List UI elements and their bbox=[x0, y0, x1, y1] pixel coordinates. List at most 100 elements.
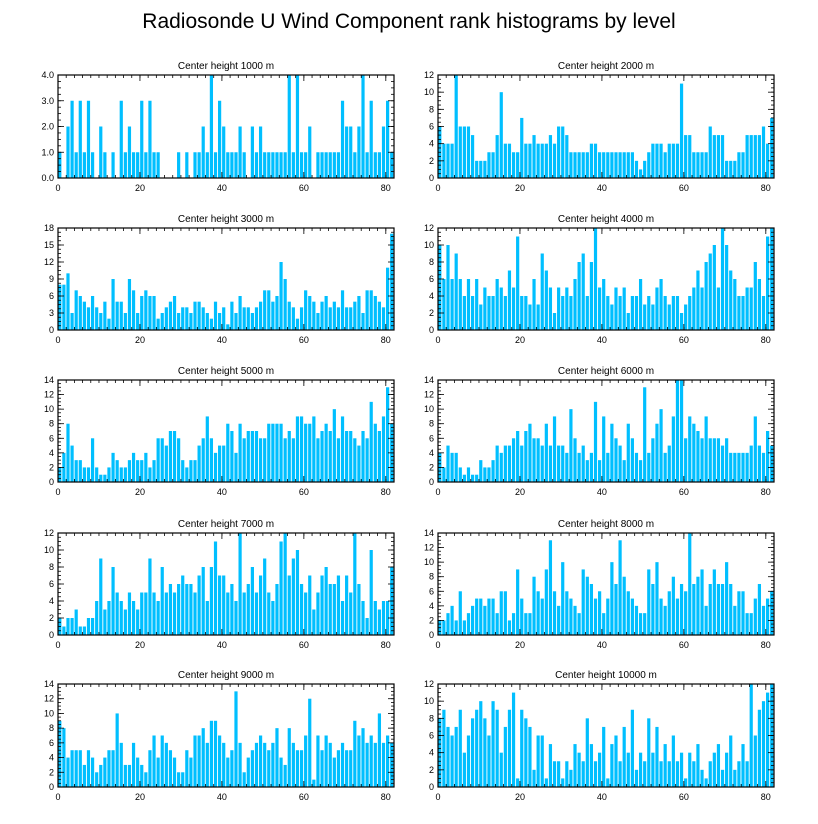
histogram-bar bbox=[516, 778, 520, 787]
histogram-bar bbox=[675, 761, 680, 787]
histogram-bar bbox=[679, 752, 684, 787]
histogram-bar bbox=[250, 126, 254, 178]
histogram-bar bbox=[263, 742, 267, 787]
x-tick-label: 60 bbox=[299, 487, 309, 497]
histogram-bar bbox=[569, 769, 573, 787]
histogram-bar bbox=[700, 152, 704, 178]
histogram-bar bbox=[675, 296, 680, 330]
x-tick-label: 0 bbox=[55, 487, 60, 497]
histogram-bar bbox=[442, 279, 446, 330]
histogram-bar bbox=[487, 735, 491, 787]
histogram-bar bbox=[361, 431, 365, 482]
histogram-bar bbox=[684, 304, 688, 330]
histogram-bar bbox=[390, 233, 394, 330]
histogram-bar bbox=[532, 769, 536, 787]
histogram-bar bbox=[299, 584, 304, 635]
histogram-bar bbox=[353, 720, 357, 787]
histogram-bar bbox=[160, 438, 164, 482]
histogram-bar bbox=[271, 601, 275, 635]
histogram-bar bbox=[565, 287, 569, 330]
histogram-bar bbox=[345, 431, 349, 482]
y-tick-label: 0 bbox=[429, 477, 434, 487]
histogram-bar bbox=[561, 562, 565, 635]
histogram-bar bbox=[761, 452, 766, 482]
histogram-bar bbox=[209, 567, 214, 635]
histogram-bar bbox=[491, 152, 495, 178]
histogram-bar bbox=[275, 296, 279, 330]
histogram-bar bbox=[279, 541, 283, 635]
y-tick-label: 10 bbox=[44, 708, 54, 718]
histogram-bar bbox=[540, 445, 544, 482]
histogram-bar bbox=[663, 152, 667, 178]
histogram-bar bbox=[552, 591, 557, 635]
histogram-bar bbox=[271, 301, 275, 330]
histogram-bar bbox=[283, 764, 287, 787]
histogram-bar bbox=[156, 438, 160, 482]
histogram-bar bbox=[766, 236, 770, 330]
histogram-bar bbox=[520, 296, 524, 330]
y-tick-label: 2.0 bbox=[41, 122, 54, 132]
histogram-bar bbox=[704, 778, 708, 787]
histogram-bar bbox=[569, 296, 573, 330]
y-tick-label: 14 bbox=[44, 375, 54, 385]
histogram-bar bbox=[458, 591, 462, 635]
histogram-bar bbox=[345, 750, 349, 787]
histogram-bar bbox=[532, 135, 536, 178]
histogram-bar bbox=[577, 262, 581, 330]
x-tick-label: 80 bbox=[761, 335, 771, 345]
histogram-bar bbox=[569, 152, 573, 178]
histogram-bar bbox=[757, 135, 762, 178]
x-tick-label: 60 bbox=[299, 335, 309, 345]
histogram-bar bbox=[267, 152, 271, 178]
histogram-bar bbox=[95, 307, 99, 330]
chart-panel-10000m: Center height 10000 m 0 20 40 60 80 0 2 4 6 8 10 12 bbox=[424, 670, 775, 802]
histogram-bar bbox=[119, 100, 123, 178]
histogram-bar bbox=[111, 567, 115, 635]
histogram-bar bbox=[263, 152, 267, 178]
histogram-bar bbox=[663, 452, 667, 482]
histogram-bar bbox=[299, 307, 304, 330]
histogram-bar bbox=[602, 416, 606, 482]
histogram-bar bbox=[487, 467, 491, 482]
histogram-bar bbox=[524, 296, 528, 330]
histogram-bar bbox=[761, 296, 766, 330]
histogram-bar bbox=[172, 431, 177, 482]
histogram-bar bbox=[458, 467, 462, 482]
histogram-bar bbox=[78, 100, 82, 178]
histogram-bar bbox=[320, 152, 324, 178]
histogram-bar bbox=[598, 591, 602, 635]
histogram-bar bbox=[528, 304, 532, 330]
histogram-bar bbox=[581, 445, 585, 482]
histogram-bar bbox=[160, 735, 164, 787]
histogram-bar bbox=[369, 550, 373, 635]
histogram-bar bbox=[123, 152, 127, 178]
histogram-bar bbox=[90, 152, 95, 178]
histogram-bar bbox=[679, 584, 684, 635]
histogram-bar bbox=[287, 75, 291, 178]
histogram-bar bbox=[749, 684, 753, 787]
histogram-bar bbox=[602, 152, 606, 178]
histogram-bar bbox=[197, 301, 201, 330]
histogram-bar bbox=[757, 709, 762, 787]
histogram-bar bbox=[340, 416, 345, 482]
histogram-bar bbox=[185, 467, 189, 482]
histogram-bar bbox=[446, 726, 450, 787]
histogram-bar bbox=[230, 301, 234, 330]
histogram-bar bbox=[172, 296, 177, 330]
histogram-bar bbox=[466, 613, 471, 635]
histogram-bar bbox=[520, 117, 524, 178]
histogram-bar bbox=[602, 613, 606, 635]
histogram-bar bbox=[291, 438, 295, 482]
histogram-bar bbox=[316, 152, 320, 178]
histogram-bar bbox=[495, 613, 499, 635]
histogram-bar bbox=[577, 752, 581, 787]
histogram-bar bbox=[70, 445, 74, 482]
chart-panel-8000m: Center height 8000 m 0 20 40 60 80 0 2 4 6 8 10 12 14 bbox=[424, 519, 775, 650]
histogram-bar bbox=[499, 287, 503, 330]
histogram-bar bbox=[561, 778, 565, 787]
histogram-bar bbox=[373, 742, 377, 787]
histogram-bar bbox=[213, 152, 218, 178]
histogram-bar bbox=[144, 772, 148, 787]
histogram-bar bbox=[386, 387, 390, 482]
y-tick-label: 1.0 bbox=[41, 147, 54, 157]
